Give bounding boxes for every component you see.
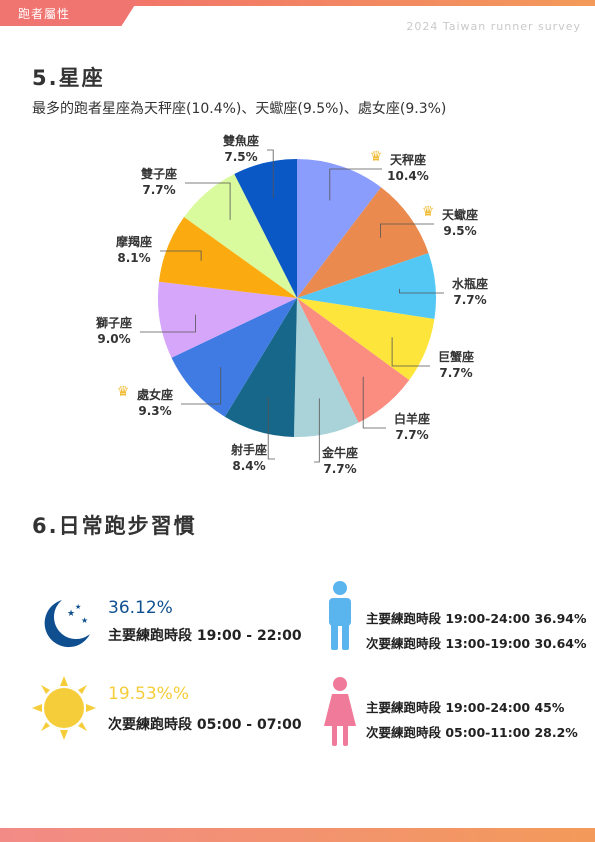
crown-icon-0: ♛ (370, 149, 383, 165)
pie-leader-line-6 (267, 396, 275, 460)
male-primary-line: 主要練跑時段 19:00-24:00 36.94% (366, 611, 587, 626)
pie-value-6: 8.4% (232, 459, 265, 473)
pie-label-7: 處女座 (137, 387, 173, 402)
pie-leader-line-9 (160, 250, 202, 261)
sun-icon (32, 676, 96, 740)
pie-value-2: 7.7% (453, 293, 486, 307)
pie-slice-0 (297, 159, 382, 298)
svg-text:★: ★ (75, 603, 81, 611)
svg-text:★: ★ (67, 609, 75, 619)
section-tab: 跑者屬性 (0, 0, 138, 26)
pie-label-4: 白羊座 (394, 411, 430, 426)
pie-slice-10 (184, 173, 297, 298)
pie-value-3: 7.7% (439, 366, 472, 380)
day-time-label: 次要練跑時段 05:00 - 07:00 (108, 717, 302, 733)
survey-label: 2024 Taiwan runner survey (406, 20, 581, 33)
pie-value-7: 9.3% (138, 404, 171, 418)
pie-value-9: 8.1% (117, 251, 150, 265)
night-percent: 36.12% (108, 598, 173, 618)
pie-slice-4 (297, 298, 410, 423)
male-secondary-line: 次要練跑時段 13:00-19:00 30.64% (366, 636, 587, 651)
pie-value-5: 7.7% (323, 462, 356, 476)
pie-leader-line-3 (391, 337, 430, 367)
pie-leader-line-4 (362, 376, 386, 429)
female-runner-icon (324, 677, 356, 746)
pie-leader-line-11 (267, 149, 274, 198)
pie-value-1: 9.5% (443, 224, 476, 238)
pie-label-9: 摩羯座 (116, 234, 152, 249)
night-time-label: 主要練跑時段 19:00 - 22:00 (108, 628, 302, 644)
pie-leader-line-5 (314, 398, 320, 463)
pie-slice-9 (158, 216, 297, 298)
pie-leader-line-2 (399, 288, 444, 294)
female-secondary-line: 次要練跑時段 05:00-11:00 28.2% (366, 725, 578, 740)
pie-value-10: 7.7% (142, 183, 175, 197)
pie-slice-5 (293, 298, 359, 437)
section5-title: 5.星座 (32, 66, 105, 90)
pie-slice-7 (171, 298, 297, 417)
pie-label-2: 水瓶座 (452, 276, 488, 291)
section-tab-label: 跑者屬性 (18, 7, 71, 21)
section5-subtitle: 最多的跑者星座為天秤座(10.4%)、天蠍座(9.5%)、處女座(9.3%) (32, 101, 447, 117)
pie-slice-6 (224, 298, 297, 437)
bottom-accent-bar (0, 828, 595, 842)
top-accent-bar (0, 0, 595, 6)
pie-slice-2 (297, 253, 436, 319)
pie-label-3: 巨蟹座 (438, 349, 474, 364)
day-percent: 19.53%% (108, 684, 189, 704)
zodiac-pie-chart: 天秤座 10.4% ♛ 天蠍座 9.5% ♛ 水瓶座 7.7% 巨蟹座 7.7% 白羊座 7.7% 金牛… (95, 133, 488, 476)
pie-label-5: 金牛座 (321, 445, 358, 460)
pie-slice-11 (234, 159, 297, 298)
pie-value-8: 9.0% (97, 332, 130, 346)
pie-label-1: 天蠍座 (442, 207, 478, 222)
section6-title: 6.日常跑步習慣 (32, 514, 197, 538)
pie-label-0: 天秤座 (390, 152, 426, 167)
pie-leader-line-7 (181, 367, 222, 405)
pie-value-0: 10.4% (387, 169, 429, 183)
pie-slice-3 (297, 298, 435, 381)
pie-label-10: 雙子座 (141, 166, 177, 181)
pie-leader-line-10 (185, 182, 231, 220)
pie-slice-8 (158, 281, 297, 358)
pie-slice-1 (297, 187, 429, 298)
pie-leader-line-1 (379, 223, 434, 238)
pie-leader-line-8 (140, 314, 196, 333)
moon-icon: ★ ★ ★ (44, 600, 90, 648)
pie-label-6: 射手座 (230, 442, 267, 457)
crown-icon-7: ♛ (117, 384, 130, 400)
svg-text:★: ★ (81, 616, 88, 625)
pie-label-8: 獅子座 (95, 315, 132, 330)
crown-icon-1: ♛ (422, 204, 435, 220)
pie-value-4: 7.7% (395, 428, 428, 442)
pie-leader-line-0 (329, 168, 382, 201)
female-primary-line: 主要練跑時段 19:00-24:00 45% (366, 700, 565, 715)
pie-value-11: 7.5% (224, 150, 257, 164)
pie-label-11: 雙魚座 (223, 133, 259, 148)
male-runner-icon (329, 581, 351, 650)
